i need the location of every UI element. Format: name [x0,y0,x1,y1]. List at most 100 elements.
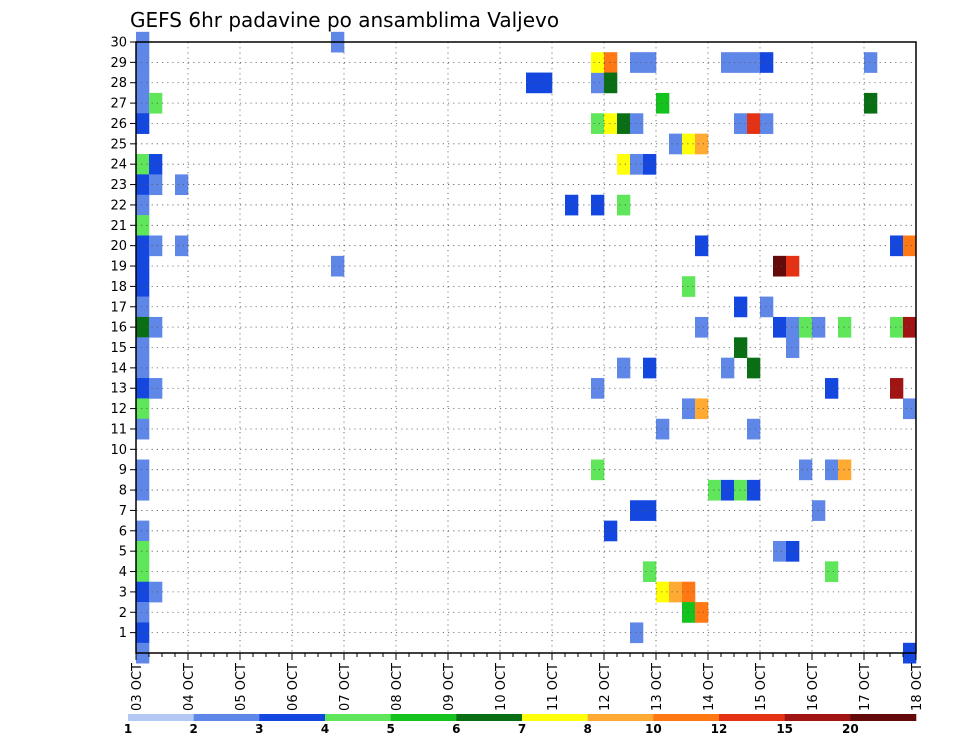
precip-cell [747,52,761,73]
precip-cell [136,255,150,277]
y-tick-label: 24 [110,158,127,173]
colorbar-label: 7 [518,722,526,736]
colorbar-label: 15 [776,722,793,736]
precip-cell [630,52,644,73]
y-tick-label: 29 [110,56,127,71]
precip-cell [864,52,878,73]
y-axis: 1234567891011121314151617181920212223242… [110,36,136,641]
y-tick-label: 18 [110,280,127,295]
precip-cell [136,52,150,73]
y-tick-label: 25 [110,137,127,152]
x-axis: 03 OCT 04 OCT 05 OCT 06 OCT 07 OCT 08 OCT 09 O… [130,653,925,711]
y-tick-label: 13 [110,382,127,397]
precip-cell [136,154,150,175]
x-tick-label: 13 OCT [650,663,665,711]
precip-cell [175,235,189,257]
x-tick-label: 09 OCT [442,663,457,711]
precip-cell [721,52,735,73]
precip-cell [682,581,696,603]
y-tick-label: 1 [119,626,127,641]
y-tick-label: 12 [110,402,127,417]
precip-cell [617,357,631,379]
precip-cells [136,31,917,664]
precip-cell [136,235,150,257]
precip-cell [149,235,163,257]
precip-cell [630,500,644,521]
colorbar-swatch [456,714,523,721]
precip-cell [773,255,787,277]
precip-cell [136,561,150,583]
colorbar-label: 5 [386,722,394,736]
precip-cell [136,316,150,338]
precip-cell [136,581,150,603]
precip-cell [734,337,748,358]
precip-cell [760,52,774,73]
y-tick-label: 5 [119,545,127,560]
colorbar-label: 6 [452,722,460,736]
precip-cell [136,602,150,623]
precip-cell [136,296,150,318]
colorbar-swatch [325,714,391,721]
precip-cell [786,337,800,358]
y-tick-label: 28 [110,76,127,91]
precip-cell [656,581,670,603]
precip-cell [734,479,748,501]
precip-cell [669,581,683,603]
precip-cell [617,154,631,175]
precip-cell [734,113,748,134]
precip-cell [760,113,774,134]
x-tick-label: 08 OCT [390,663,405,711]
y-tick-label: 23 [110,178,127,193]
colorbar-swatch [193,714,260,721]
precip-cell [734,52,748,73]
precip-cell [799,459,813,481]
y-tick-label: 20 [110,239,127,254]
precip-cell [682,276,696,297]
precip-cell [786,540,800,562]
precip-cell [630,113,644,134]
y-tick-label: 10 [110,443,127,458]
y-tick-label: 15 [110,341,127,356]
y-tick-label: 16 [110,321,127,336]
precip-cell [591,52,605,73]
precip-cell [695,133,709,155]
precip-cell [136,459,150,481]
precip-cell [136,398,150,420]
x-tick-label: 03 OCT [130,663,145,711]
precip-cell [149,92,163,114]
colorbar-swatch [850,714,917,721]
precip-cell [747,479,761,501]
precip-cell [682,398,696,420]
precip-cell [617,194,631,216]
precip-cell [643,561,657,583]
precip-cell [825,459,839,481]
precip-cell [136,520,150,542]
x-tick-label: 14 OCT [702,663,717,711]
precip-cell [591,72,605,94]
precip-cell [682,133,696,155]
x-tick-label: 16 OCT [806,663,821,711]
precip-cell [136,378,150,399]
colorbar-swatch [587,714,654,721]
precip-cell [591,194,605,216]
precip-cell [136,357,150,379]
precip-cell [890,235,904,257]
x-tick-label: 15 OCT [754,663,769,711]
precip-cell [136,337,150,358]
precip-cell [604,520,618,542]
precip-cell [591,378,605,399]
precip-cell [591,113,605,134]
y-tick-label: 17 [110,300,127,315]
precip-cell [149,154,163,175]
x-tick-label: 06 OCT [286,663,301,711]
precip-cell [864,92,878,114]
precip-cell [604,52,618,73]
precip-cell [526,72,540,94]
precip-cell [669,133,683,155]
x-tick-label: 17 OCT [858,663,873,711]
precip-cell [812,500,826,521]
colorbar-swatch [719,714,785,721]
precip-cell [786,316,800,338]
y-tick-label: 21 [110,219,127,234]
x-tick-label: 05 OCT [234,663,249,711]
